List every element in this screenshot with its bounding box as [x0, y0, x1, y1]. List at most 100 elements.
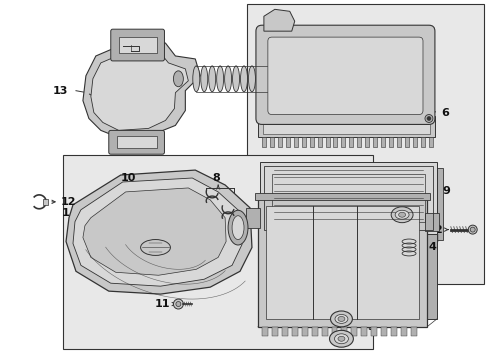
Ellipse shape	[241, 66, 247, 92]
Text: 6: 6	[441, 108, 449, 117]
Bar	[373, 137, 377, 147]
Bar	[389, 137, 393, 147]
FancyBboxPatch shape	[268, 37, 423, 114]
Ellipse shape	[399, 212, 406, 217]
Bar	[381, 137, 385, 147]
Bar	[342, 327, 347, 336]
Ellipse shape	[427, 117, 431, 121]
Bar	[429, 137, 433, 147]
Bar	[299, 234, 304, 242]
Bar	[332, 327, 338, 336]
Ellipse shape	[338, 336, 345, 341]
Bar	[388, 234, 393, 242]
Ellipse shape	[256, 66, 264, 92]
Bar	[351, 327, 357, 336]
Ellipse shape	[425, 114, 433, 122]
FancyBboxPatch shape	[111, 29, 165, 61]
Text: 7: 7	[302, 310, 310, 320]
Text: 3: 3	[424, 210, 432, 220]
Bar	[361, 327, 368, 336]
Bar	[281, 234, 286, 242]
Bar	[270, 137, 274, 147]
Text: 5: 5	[368, 322, 375, 332]
Ellipse shape	[224, 66, 232, 92]
Bar	[302, 137, 306, 147]
Text: 8: 8	[212, 173, 220, 183]
Bar	[411, 327, 417, 336]
Bar	[264, 166, 433, 230]
Bar	[282, 327, 288, 336]
Bar	[294, 137, 298, 147]
Bar	[117, 136, 156, 148]
Bar	[43, 199, 48, 205]
Bar	[312, 327, 318, 336]
Ellipse shape	[173, 71, 183, 87]
Bar	[310, 137, 314, 147]
Bar	[302, 327, 308, 336]
Text: 12: 12	[61, 197, 76, 207]
Bar	[381, 327, 387, 336]
Bar	[272, 327, 278, 336]
Polygon shape	[264, 9, 294, 31]
Bar	[263, 234, 268, 242]
Bar	[415, 234, 420, 242]
Bar	[286, 137, 290, 147]
Bar	[258, 198, 427, 327]
Bar	[371, 327, 377, 336]
Bar	[379, 234, 384, 242]
Bar	[370, 234, 375, 242]
Bar	[247, 4, 484, 284]
Bar	[357, 137, 361, 147]
Ellipse shape	[233, 66, 240, 92]
Polygon shape	[66, 170, 252, 294]
Bar	[424, 234, 429, 242]
Bar	[255, 193, 430, 200]
Bar	[266, 206, 419, 319]
Ellipse shape	[248, 66, 255, 92]
FancyBboxPatch shape	[256, 25, 435, 125]
Text: 11: 11	[155, 299, 171, 309]
Bar	[325, 137, 329, 147]
Ellipse shape	[470, 227, 475, 232]
Ellipse shape	[193, 66, 200, 92]
Text: 1: 1	[61, 208, 69, 218]
Text: 10: 10	[120, 173, 136, 183]
Text: 13: 13	[52, 86, 68, 96]
Bar	[260, 162, 437, 234]
Polygon shape	[83, 188, 226, 275]
Ellipse shape	[335, 334, 348, 344]
Bar	[263, 118, 430, 134]
Bar	[413, 137, 417, 147]
Bar	[366, 137, 369, 147]
Bar	[391, 327, 397, 336]
Bar	[258, 116, 435, 137]
Bar	[433, 234, 438, 242]
Bar	[406, 234, 411, 242]
Bar	[317, 234, 321, 242]
Bar	[266, 168, 443, 239]
Bar	[401, 327, 407, 336]
Text: 9: 9	[443, 186, 451, 196]
Bar	[421, 137, 425, 147]
Bar	[352, 234, 357, 242]
Bar	[119, 37, 156, 53]
Bar	[325, 234, 331, 242]
Bar	[278, 137, 282, 147]
Bar	[425, 213, 439, 231]
Bar	[405, 137, 409, 147]
Bar	[343, 234, 348, 242]
Bar	[272, 234, 277, 242]
Bar	[349, 137, 353, 147]
Bar	[321, 327, 327, 336]
Bar	[318, 137, 321, 147]
Polygon shape	[83, 41, 200, 138]
Ellipse shape	[329, 330, 353, 347]
Bar	[262, 327, 268, 336]
Ellipse shape	[232, 216, 244, 239]
Ellipse shape	[391, 207, 413, 223]
Ellipse shape	[468, 225, 477, 234]
Bar	[262, 137, 266, 147]
Bar	[308, 234, 313, 242]
Ellipse shape	[201, 66, 208, 92]
Bar	[397, 137, 401, 147]
